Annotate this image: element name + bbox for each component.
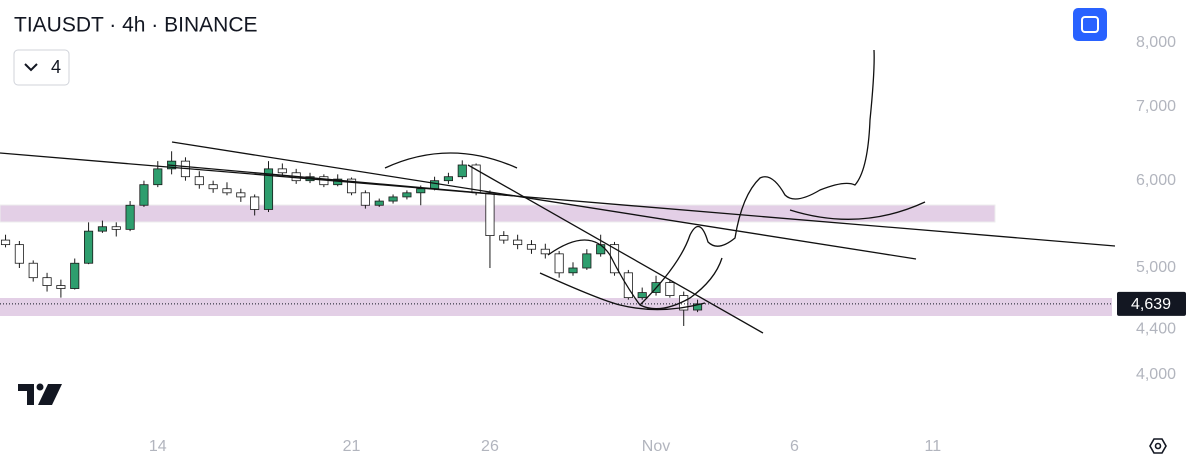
candle-body — [568, 267, 578, 274]
last-price-label: 4,639 — [1131, 296, 1171, 313]
drawings — [0, 49, 1116, 334]
trendline — [0, 152, 1116, 247]
y-tick-label: 4,000 — [1136, 366, 1176, 383]
candle-body — [402, 192, 412, 198]
toggle-count: 4 — [51, 57, 61, 77]
arc — [384, 152, 518, 169]
x-tick-label: 11 — [925, 438, 942, 455]
y-tick-label: 8,000 — [1136, 34, 1176, 51]
settings-icon-center — [1154, 442, 1162, 450]
trendline — [467, 164, 764, 334]
x-tick-label: Nov — [642, 438, 670, 455]
candle-body — [665, 282, 675, 296]
candle-body — [42, 277, 52, 286]
candle-body — [540, 248, 550, 255]
trendline — [167, 164, 516, 197]
y-tick-label: 6,000 — [1136, 172, 1176, 189]
y-tick-label: 4,400 — [1136, 320, 1176, 337]
candle-body — [277, 168, 287, 174]
candle-body — [14, 244, 24, 264]
resistance-zone — [0, 204, 996, 223]
candle-body — [125, 204, 135, 230]
candle-body — [360, 192, 370, 206]
candle-body — [499, 235, 509, 241]
candle-body — [84, 230, 94, 264]
candle-body — [250, 196, 260, 210]
candle-body — [693, 303, 703, 311]
candle-body — [56, 285, 66, 289]
indicator-toggle[interactable]: 4 — [13, 49, 70, 86]
support-zone — [0, 298, 1112, 316]
fullscreen-button[interactable] — [1073, 8, 1107, 41]
zones — [0, 204, 1112, 316]
candle-body — [637, 292, 647, 299]
arc — [789, 201, 926, 220]
candle-body — [623, 272, 633, 299]
candle-body — [0, 239, 11, 246]
candle-body — [430, 180, 440, 190]
candle-body — [346, 178, 357, 194]
x-tick-label: 26 — [481, 438, 499, 455]
tradingview-logo — [18, 383, 62, 405]
candle-body — [70, 262, 80, 289]
projection — [639, 49, 875, 306]
candle-body — [97, 226, 107, 232]
candle-body — [208, 184, 218, 190]
candle-body — [554, 253, 564, 274]
candle-body — [263, 168, 274, 210]
x-tick-label: 14 — [149, 438, 167, 455]
logo-part — [38, 384, 62, 405]
button-icon — [1081, 16, 1099, 33]
candle-body — [139, 184, 149, 206]
arc — [539, 272, 706, 311]
button-bg[interactable] — [1073, 8, 1107, 41]
axes: 4,000 4,400 5,000 6,000 7,000 8,000 14 21 26 Nov 6… — [149, 34, 1176, 455]
candle-body — [222, 188, 232, 194]
candle-body — [388, 196, 398, 202]
candle-body — [596, 244, 606, 255]
candle-body — [374, 200, 384, 206]
candle-body — [111, 226, 121, 230]
candle-body — [194, 176, 204, 186]
candle-body — [153, 168, 163, 186]
y-tick-label: 5,000 — [1136, 259, 1176, 276]
last-price-box — [1117, 291, 1186, 316]
candle-body — [513, 239, 523, 246]
chevron-icon — [24, 63, 38, 72]
candle-body — [236, 192, 246, 198]
y-tick-label: 7,000 — [1136, 98, 1176, 115]
candle-body — [609, 244, 620, 274]
logo-part — [36, 383, 44, 391]
trendline — [171, 141, 917, 260]
candles — [0, 151, 703, 326]
candle-body — [28, 262, 38, 279]
candle-body — [485, 192, 495, 236]
x-tick-label: 21 — [343, 438, 361, 455]
candle-body — [457, 164, 467, 178]
toggle-button[interactable] — [13, 49, 70, 86]
chart-title: TIAUSDT · 4h · BINANCE — [14, 14, 258, 37]
settings-button[interactable] — [1149, 438, 1167, 454]
logo-part — [18, 384, 34, 405]
candle-body — [443, 176, 453, 182]
candle-body — [416, 188, 426, 194]
candle-body — [582, 253, 592, 269]
settings-icon[interactable] — [1149, 438, 1167, 454]
x-tick-label: 6 — [790, 438, 799, 455]
candle-body — [526, 244, 537, 250]
